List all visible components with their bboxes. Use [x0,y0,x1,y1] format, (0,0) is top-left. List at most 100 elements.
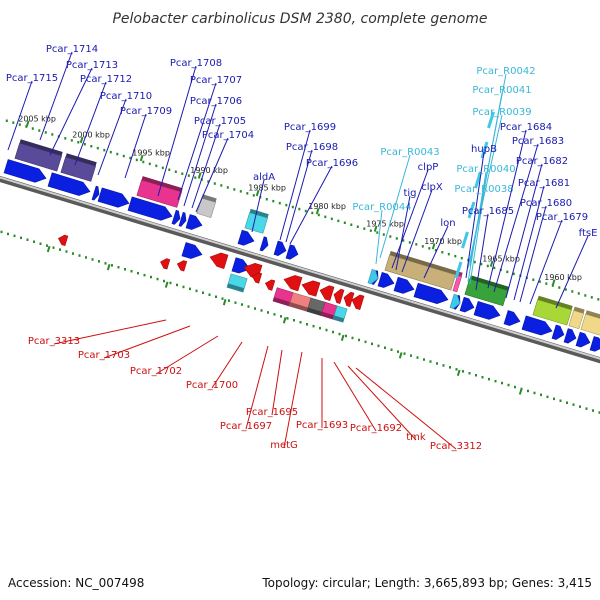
forward-gene-arrow [273,240,287,257]
tick-track-dot-0 [545,282,548,285]
tick-track-dot-1 [202,291,204,294]
gene-label: Pcar_1714 [46,44,98,55]
label-leader-line [183,103,217,207]
tick-track-dot-0 [493,266,496,270]
tick-track-dot-0 [272,199,275,203]
tick-track-dot-0 [376,231,379,234]
tick-mark-lower [456,369,461,377]
tick-track-dot-0 [31,127,34,130]
backbone-highlight [0,176,600,360]
tick-track-dot-0 [571,290,574,293]
forward-gene-arrow [473,301,501,320]
label-leader-line [245,345,269,430]
tick-track-dot-1 [527,389,529,393]
tick-track-dot-0 [304,209,307,213]
tick-track-dot-0 [174,170,177,173]
label-leader-line [513,185,545,301]
tick-mark [431,243,436,250]
tick-track-dot-1 [241,303,243,306]
gene-label: Pcar_1707 [190,75,242,86]
tick-label: 2000 kbp [72,131,110,140]
reverse-gene-arrow [343,291,355,307]
tick-track-dot-0 [532,278,535,281]
tick-track-dot-1 [371,342,373,346]
tick-track-dot-1 [488,377,490,381]
tick-track-dot-0 [538,280,541,283]
tick-track-dot-1 [169,281,172,285]
tick-track-dot-0 [389,235,392,238]
tick-mark-lower [106,264,111,271]
tick-track-dot-1 [85,256,87,259]
tick-track-dot-1 [436,362,438,365]
tick-track-dot-0 [408,241,411,244]
cog-block-forward [568,310,584,330]
tick-label: 1975 kbp [366,219,404,228]
gene-label: Pcar_1692 [350,423,402,434]
tick-track-dot-1 [481,376,484,379]
tick-track-dot-0 [428,247,431,250]
tick-track-dot-1 [130,270,133,273]
tick-track-dot-0 [194,176,197,179]
tick-track-dot-0 [38,129,41,132]
gene-label: Pcar_1695 [246,407,298,418]
tick-mark [551,279,556,286]
tick-track-dot-1 [221,297,224,300]
gene-label: Pcar_1710 [100,91,152,102]
tick-track-dot-0 [343,221,346,224]
tick-track-dot-0 [142,160,145,164]
tick-track-dot-0 [135,158,138,162]
tick-track-dot-0 [551,284,554,287]
tick-track-dot-1 [299,321,302,324]
tick-mark-lower [222,299,227,306]
rna-gene-arrow [367,269,379,285]
cog-block-reverse-edge [289,302,309,312]
cog-block-reverse-edge [273,297,291,306]
tick-track-dot-0 [311,211,314,215]
tick-mark [373,225,378,232]
tick-track-dot-0 [597,298,600,301]
tick-label: 1960 kbp [544,273,582,282]
tick-track-dot-1 [65,250,68,253]
label-leader-line [103,325,191,359]
tick-track-dot-0 [512,272,515,276]
label-leader-line [475,213,489,291]
label-leader-line [391,169,429,269]
gene-label: clpP [418,162,439,173]
tick-track-dot-1 [514,385,516,389]
label-leader-line [355,367,457,450]
tick-track-dot-0 [564,288,567,291]
tick-track-dot-1 [234,301,237,304]
tick-track-dot-1 [78,254,81,257]
tick-track-dot-1 [150,275,152,279]
gene-label: Pcar_R0039 [472,107,531,118]
forward-gene-arrow [285,244,299,260]
gene-label: Pcar_1697 [220,421,272,432]
label-leader-line [465,151,485,279]
tick-track-dot-1 [319,326,321,330]
tick-track-dot-1 [0,230,3,234]
tick-track-dot-1 [449,366,451,369]
tick-track-dot-0 [5,119,8,122]
reverse-gene-arrow [333,288,345,304]
tick-track-dot-0 [220,184,223,187]
tick-track-dot-1 [176,283,178,287]
gene-label: clpX [421,182,443,193]
tick-track-dot-0 [122,154,125,158]
tick-track-dot-0 [291,205,294,209]
gene-label: lon [440,218,455,229]
forward-gene-arrow [259,236,269,252]
label-leader-line [519,205,547,303]
map-title: Pelobacter carbinolicus DSM 2380, comple… [112,11,487,27]
label-leader-line [493,143,539,293]
reverse-gene-arrow [283,275,303,292]
tick-mark-lower [164,281,169,288]
tick-track-dot-0 [155,164,158,168]
tick-track-dot-0 [441,251,444,254]
gene-label: Pcar_R0044 [352,202,411,213]
rna-tower-segment [461,231,469,249]
tick-track-dot-0 [252,194,255,197]
tick-track-dot-1 [358,338,360,342]
gene-label: aldA [253,172,275,183]
gene-label: Pcar_1680 [520,198,572,209]
tick-track-dot-0 [402,239,405,242]
